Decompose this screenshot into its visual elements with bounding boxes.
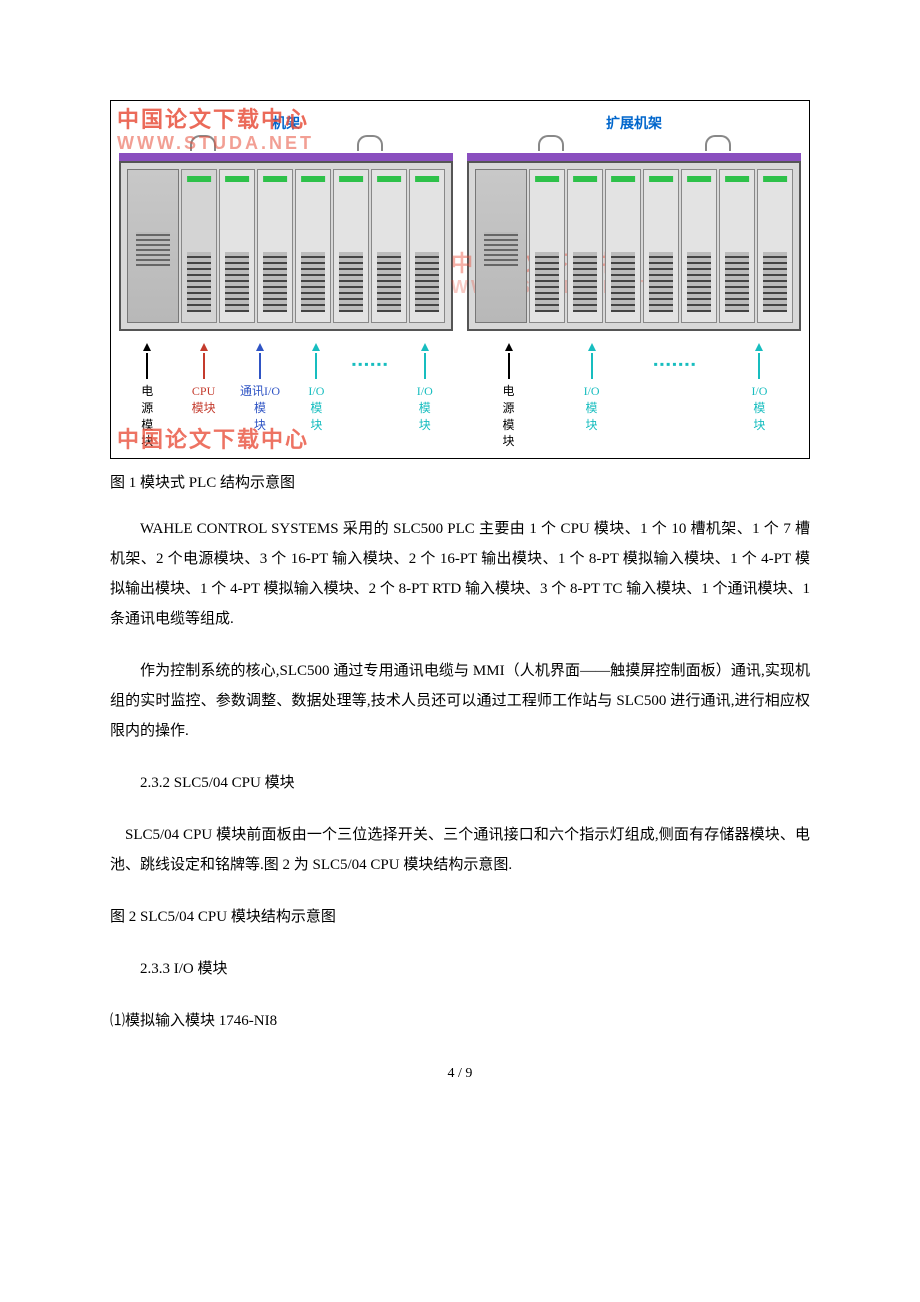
- io-slot: [719, 169, 755, 323]
- figure2-caption: 图 2 SLC5/04 CPU 模块结构示意图: [110, 902, 810, 932]
- io-slot: [333, 169, 369, 323]
- io-slot: [295, 169, 331, 323]
- comm-label: 通讯I/O模块: [239, 343, 281, 433]
- io-slot: [567, 169, 603, 323]
- racks-diagram: 机架 扩展机架: [119, 113, 801, 331]
- io-slot: [219, 169, 255, 323]
- io-slot: [757, 169, 793, 323]
- ellipsis-dots: ▪▪▪▪▪▪: [352, 357, 390, 372]
- main-rack-title: 机架: [119, 113, 453, 133]
- io-label: I/O模块: [571, 343, 613, 433]
- cpu-slot: [181, 169, 217, 323]
- main-labels: 电源模块 CPU模块 通讯I/O模块 I/O模块 ▪▪▪▪▪▪ I/O模块: [119, 343, 453, 450]
- psu-label: 电源模块: [126, 343, 168, 450]
- figure1-caption: 图 1 模块式 PLC 结构示意图: [110, 471, 810, 492]
- io-slot: [605, 169, 641, 323]
- io-label-end: I/O模块: [738, 343, 780, 433]
- paragraph-cpu-module: SLC5/04 CPU 模块前面板由一个三位选择开关、三个通讯接口和六个指示灯组…: [110, 820, 810, 880]
- paragraph-analog-input: ⑴模拟输入模块 1746-NI8: [110, 1006, 810, 1036]
- io-label: I/O模块: [295, 343, 337, 433]
- labels-row: 电源模块 CPU模块 通讯I/O模块 I/O模块 ▪▪▪▪▪▪ I/O模块: [119, 343, 801, 450]
- heading-232: 2.3.2 SLC5/04 CPU 模块: [110, 768, 810, 798]
- cpu-label: CPU模块: [183, 343, 225, 417]
- io-slot: [529, 169, 565, 323]
- io-slot: [681, 169, 717, 323]
- io-slot: [409, 169, 445, 323]
- ellipsis-dots: ▪▪▪▪▪▪▪: [654, 357, 698, 372]
- psu-label: 电源模块: [488, 343, 530, 450]
- io-slot: [643, 169, 679, 323]
- page-number: 4 / 9: [110, 1066, 810, 1082]
- ext-labels: 电源模块 I/O模块 ▪▪▪▪▪▪▪ I/O模块: [467, 343, 801, 450]
- extension-rack: 扩展机架: [467, 113, 801, 331]
- extension-rack-title: 扩展机架: [467, 113, 801, 133]
- paragraph-core: 作为控制系统的核心,SLC500 通过专用通讯电缆与 MMI（人机界面——触摸屏…: [110, 656, 810, 746]
- figure-plc-structure: 中国论文下载中心 WWW.STUDA.NET 中国论文下载中心 WWW.STUD…: [110, 100, 810, 459]
- paragraph-components: WAHLE CONTROL SYSTEMS 采用的 SLC500 PLC 主要由…: [110, 514, 810, 634]
- main-rack: 机架: [119, 113, 453, 331]
- io-label-end: I/O模块: [404, 343, 446, 433]
- heading-233: 2.3.3 I/O 模块: [110, 954, 810, 984]
- psu-module: [475, 169, 527, 323]
- io-slot: [257, 169, 293, 323]
- io-slot: [371, 169, 407, 323]
- psu-module: [127, 169, 179, 323]
